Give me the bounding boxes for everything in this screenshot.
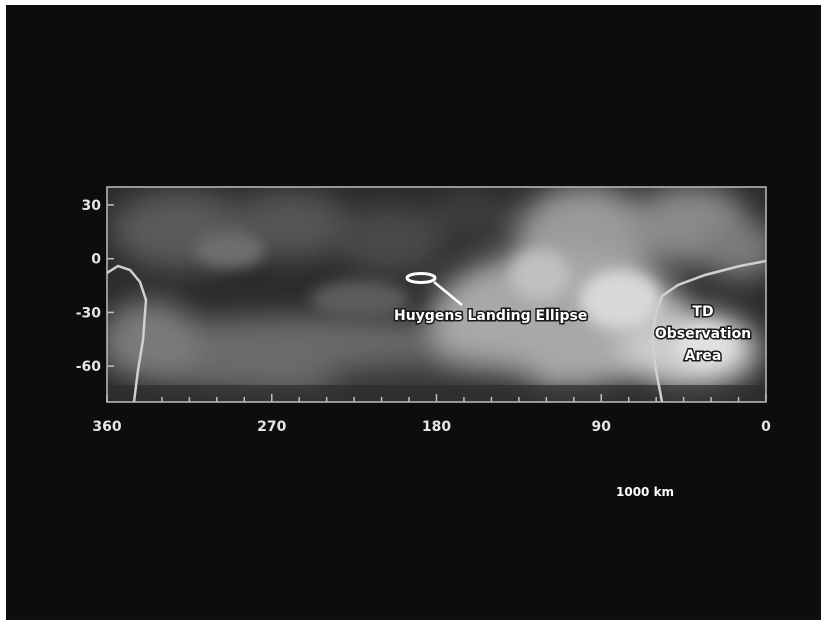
landing-ellipse-leader <box>433 281 463 306</box>
y-tick-label: -30 <box>76 305 102 321</box>
y-axis-ticks: 30 0 -30 -60 <box>76 198 114 375</box>
y-tick-label: 30 <box>82 198 102 214</box>
x-tick-label: 180 <box>422 419 451 435</box>
west-boundary-line <box>107 264 148 402</box>
x-tick-label: 90 <box>592 419 612 435</box>
observation-area-label-line3: Area <box>685 348 722 364</box>
scale-bar-label: 1000 km <box>616 485 674 499</box>
x-tick-label: 360 <box>92 419 121 435</box>
observation-area-label-line2: Observation <box>655 326 751 342</box>
observation-area-label-line1: TD <box>692 304 713 320</box>
x-tick-label: 0 <box>761 419 771 435</box>
observation-area-boundary <box>650 259 766 402</box>
x-tick-label: 270 <box>257 419 286 435</box>
y-tick-label: 0 <box>91 252 101 268</box>
landing-ellipse-marker <box>405 272 437 284</box>
surface-imagery <box>107 187 766 402</box>
y-tick-label: -60 <box>76 359 102 375</box>
x-axis-ticks: 360 270 180 90 0 <box>92 394 771 435</box>
landing-ellipse-label: Huygens Landing Ellipse <box>394 308 587 324</box>
